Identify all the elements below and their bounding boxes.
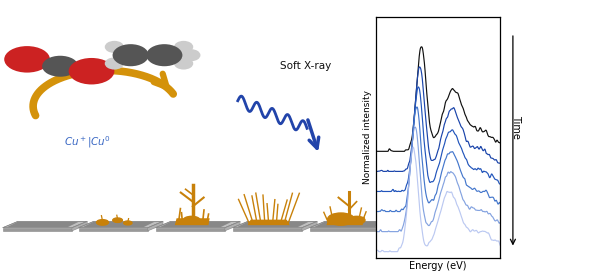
Polygon shape [326,217,365,225]
Circle shape [113,218,122,222]
Polygon shape [237,222,308,227]
X-axis label: Energy (eV): Energy (eV) [409,261,467,271]
Ellipse shape [42,56,78,77]
Polygon shape [72,221,87,231]
Text: Cu$^+$|Cu$^0$: Cu$^+$|Cu$^0$ [64,134,111,150]
Polygon shape [232,221,317,228]
Ellipse shape [174,41,193,53]
Y-axis label: Normalized intensity: Normalized intensity [363,90,372,184]
Polygon shape [160,222,231,227]
Circle shape [183,216,200,224]
Polygon shape [302,221,317,231]
Polygon shape [309,228,379,231]
Ellipse shape [174,57,193,70]
Polygon shape [2,228,72,231]
Ellipse shape [146,44,182,66]
Circle shape [123,221,132,225]
Circle shape [96,220,108,225]
Polygon shape [78,221,163,228]
Ellipse shape [181,49,200,61]
Ellipse shape [4,46,50,73]
Polygon shape [225,221,240,231]
Polygon shape [78,228,148,231]
Ellipse shape [105,57,124,70]
Polygon shape [82,222,154,227]
Polygon shape [148,221,163,231]
Circle shape [327,213,354,225]
Polygon shape [314,222,385,227]
Polygon shape [156,228,225,231]
Polygon shape [247,220,290,225]
Polygon shape [175,218,209,225]
Text: Time: Time [512,115,521,139]
Ellipse shape [105,41,124,53]
Polygon shape [232,228,302,231]
Ellipse shape [69,58,114,84]
Polygon shape [379,221,394,231]
Text: Soft X-ray: Soft X-ray [280,61,331,71]
Ellipse shape [113,44,149,66]
Polygon shape [7,222,78,227]
Polygon shape [309,221,394,228]
Circle shape [348,216,365,224]
Polygon shape [156,221,240,228]
Polygon shape [2,221,87,228]
